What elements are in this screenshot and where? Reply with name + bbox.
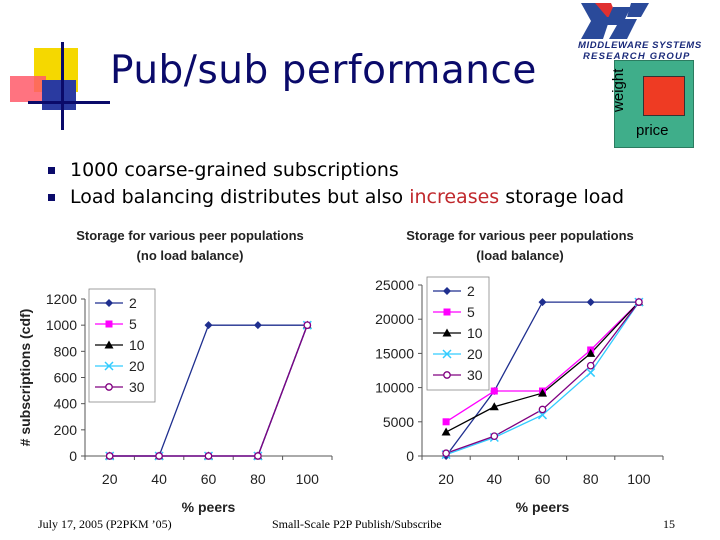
- logo-mark-icon: [581, 3, 649, 39]
- slide-title: Pub/sub performance: [110, 48, 537, 93]
- legend-label: 5: [129, 316, 137, 332]
- decor-red-square: [10, 76, 46, 102]
- data-point-series-30: [538, 405, 547, 414]
- x-tick-label: 100: [296, 471, 320, 487]
- data-point-series-30: [155, 452, 163, 460]
- badge-weight-label: weight: [610, 68, 627, 112]
- data-point-series-30: [105, 452, 114, 460]
- y-tick-label: 0: [69, 448, 77, 464]
- decor-horizontal-line: [28, 101, 110, 104]
- data-point-series-30: [303, 321, 312, 330]
- legend-label: 2: [129, 295, 137, 311]
- legend-marker-5: [443, 308, 451, 316]
- legend-marker-2: [443, 287, 451, 295]
- footer-center-text: Small-Scale P2P Publish/Subscribe: [272, 517, 442, 531]
- decor-vertical-line: [61, 42, 64, 130]
- legend-label: 20: [129, 358, 145, 374]
- badge-price-label: price: [636, 122, 669, 139]
- legend-label: 10: [129, 337, 145, 353]
- legend-label: 5: [467, 304, 475, 320]
- y-tick-label: 1200: [46, 291, 77, 307]
- y-tick-label: 10000: [375, 380, 414, 396]
- x-tick-label: 20: [438, 471, 454, 487]
- y-tick-label: 25000: [375, 277, 414, 293]
- y-tick-label: 0: [406, 448, 414, 464]
- x-tick-label: 40: [151, 471, 167, 487]
- legend-label: 20: [467, 346, 483, 362]
- chart-title: Storage for various peer populations: [76, 228, 304, 243]
- legend-marker-30: [105, 383, 113, 391]
- y-tick-label: 20000: [375, 311, 414, 327]
- data-point-series-10: [586, 348, 596, 357]
- x-tick-label: 60: [201, 471, 217, 487]
- legend-marker-20: [442, 349, 452, 359]
- data-point-series-30: [490, 432, 499, 441]
- data-point-series-20: [537, 410, 548, 420]
- bullet-text-before: Load balancing distributes but also: [70, 186, 410, 208]
- legend-marker-20: [104, 361, 114, 371]
- data-point-series-30: [254, 452, 262, 460]
- chart-title: Storage for various peer populations: [406, 228, 634, 243]
- legend-marker-10: [104, 340, 114, 349]
- data-point-series-30: [586, 361, 595, 370]
- x-tick-label: 100: [627, 471, 651, 487]
- badge-red-square: [643, 76, 685, 116]
- bullet-text: 1000 coarse-grained subscriptions: [70, 159, 399, 181]
- data-point-series-2: [538, 298, 547, 307]
- chart-subtitle: (no load balance): [137, 248, 244, 263]
- logo-line1: MIDDLEWARE SYSTEMS: [578, 40, 702, 51]
- legend-label: 30: [467, 367, 483, 383]
- y-tick-label: 600: [54, 370, 78, 386]
- bullet-square-icon: [48, 167, 55, 174]
- x-tick-label: 40: [487, 471, 503, 487]
- data-point-series-30: [442, 449, 450, 458]
- chart-subtitle: (load balance): [476, 248, 563, 263]
- y-axis-label: # subscriptions (cdf): [17, 309, 33, 447]
- x-axis-label: % peers: [182, 499, 236, 515]
- footer-date: July 17, 2005 (P2PKM ’05): [38, 517, 172, 531]
- x-tick-label: 60: [535, 471, 551, 487]
- legend-label: 2: [467, 283, 475, 299]
- x-tick-label: 80: [250, 471, 266, 487]
- data-point-series-20: [586, 368, 596, 378]
- bullet-square-icon: [48, 194, 55, 201]
- legend-label: 10: [467, 325, 483, 341]
- decor-blue-square: [42, 80, 76, 110]
- chart-load-balance: Storage for various peer populations (loa…: [375, 228, 664, 515]
- data-point-series-5: [442, 418, 450, 426]
- data-point-series-30: [635, 298, 643, 306]
- x-tick-label: 80: [583, 471, 599, 487]
- legend-label: 30: [129, 379, 145, 395]
- y-tick-label: 200: [54, 422, 78, 438]
- data-point-series-2: [253, 321, 262, 330]
- bullet-highlight: increases: [409, 186, 500, 208]
- data-point-series-10: [489, 402, 499, 411]
- bullet-text-after: storage load: [499, 186, 625, 208]
- y-tick-label: 400: [54, 396, 78, 412]
- data-point-series-2: [586, 298, 595, 307]
- x-tick-label: 20: [102, 471, 118, 487]
- y-tick-label: 5000: [383, 414, 414, 430]
- legend-marker-10: [442, 328, 452, 337]
- x-axis-label: % peers: [516, 499, 570, 515]
- chart-no-load-balance: Storage for various peer populations (no …: [17, 228, 333, 515]
- y-tick-label: 15000: [375, 345, 414, 361]
- data-point-series-30: [204, 452, 213, 460]
- y-tick-label: 800: [54, 343, 78, 359]
- legend-marker-5: [105, 320, 113, 328]
- legend-marker-2: [105, 299, 113, 307]
- bullet-text: Load balancing distributes but also incr…: [70, 184, 624, 211]
- data-point-series-10: [538, 388, 547, 397]
- data-point-series-10: [441, 427, 451, 436]
- data-point-series-5: [490, 387, 498, 395]
- page-number: 15: [663, 517, 675, 531]
- logo-line2: RESEARCH GROUP: [583, 51, 691, 62]
- data-point-series-2: [204, 321, 213, 330]
- legend-marker-30: [443, 371, 451, 379]
- y-tick-label: 1000: [46, 317, 77, 333]
